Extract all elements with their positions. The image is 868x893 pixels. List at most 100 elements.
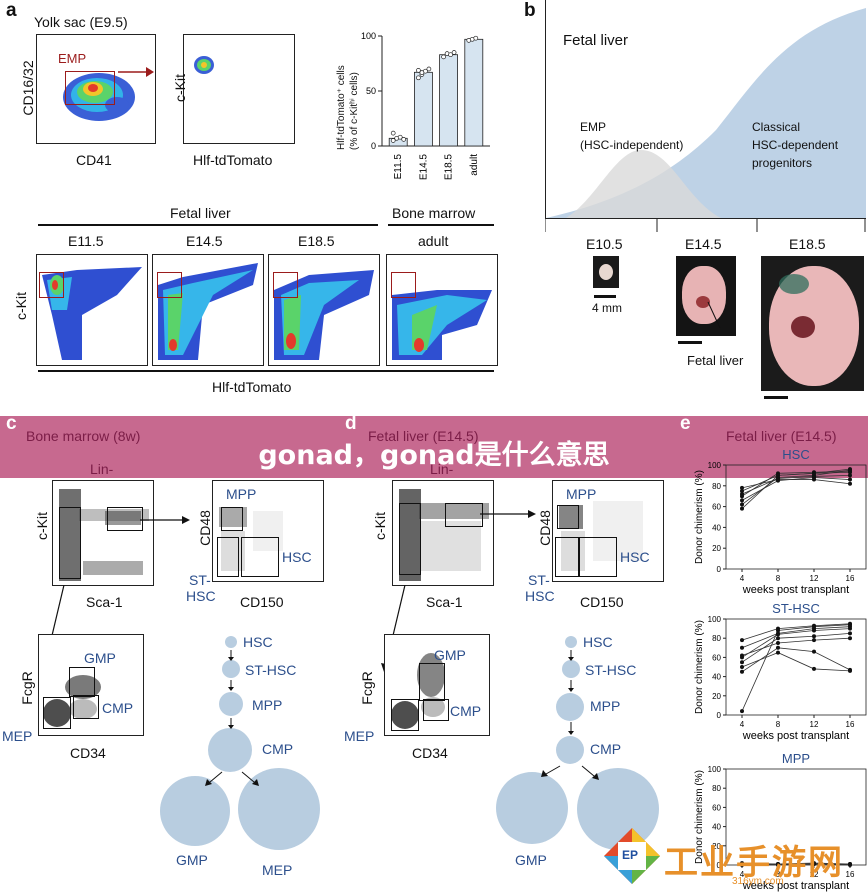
panel-e-title: Fetal liver (E14.5) bbox=[726, 428, 837, 444]
chimerism-point bbox=[812, 634, 816, 639]
bar bbox=[414, 71, 433, 147]
d-h-sthsc: ST-HSC bbox=[585, 662, 637, 678]
chimerism-series-line bbox=[741, 475, 851, 495]
chimerism-point bbox=[776, 645, 780, 650]
c-hsc-circle bbox=[225, 636, 237, 648]
c-mep-label: MEP bbox=[2, 728, 33, 744]
stage-label-3: E18.5 bbox=[298, 233, 335, 249]
c-gmp-gate bbox=[69, 667, 95, 697]
chimerism-series-line bbox=[741, 477, 851, 501]
chimerism-xlabel: weeks post transplant bbox=[742, 730, 849, 742]
fetal-liver-callout: Fetal liver bbox=[687, 353, 744, 368]
c-sthsc-circle bbox=[222, 660, 240, 678]
fetal-liver-header: Fetal liver bbox=[170, 205, 231, 221]
emp-label-2: (HSC-independent) bbox=[580, 138, 684, 152]
d-fcgr-label: FcgR bbox=[359, 671, 375, 705]
density-plot-1 bbox=[63, 73, 135, 121]
chimerism-xtick-label: 4 bbox=[740, 720, 745, 729]
d-hsc-label: HSC bbox=[620, 549, 650, 565]
chimerism-point bbox=[812, 649, 816, 654]
chimerism-point bbox=[740, 492, 744, 497]
chimerism-frame bbox=[725, 768, 867, 866]
fetal-liver-header-rule bbox=[38, 224, 378, 226]
chimerism-point bbox=[812, 638, 816, 643]
d-lineg-gate bbox=[399, 503, 421, 575]
d-hsc-circle bbox=[565, 636, 577, 648]
chimerism-xtick-label: 8 bbox=[776, 870, 781, 879]
panel-d-lin: Lin- bbox=[430, 461, 454, 477]
chimerism-point bbox=[740, 485, 744, 490]
chimerism-series-line bbox=[741, 633, 851, 663]
bar bbox=[464, 38, 484, 147]
d-sthsc-gate bbox=[555, 537, 579, 577]
c-xlabel: Sca-1 bbox=[86, 594, 123, 610]
chimerism-point bbox=[740, 660, 744, 665]
emp-label-1: EMP bbox=[580, 120, 607, 134]
chimerism-point bbox=[812, 623, 816, 628]
bar-ytick-label: 50 bbox=[366, 86, 376, 96]
d-cd34-label: CD34 bbox=[412, 745, 448, 761]
chimerism-ytick-label: 100 bbox=[708, 615, 722, 624]
panel-d-title: Fetal liver (E14.5) bbox=[368, 428, 479, 444]
c-ckit-sca1-plot bbox=[52, 480, 154, 586]
chimerism-series-line bbox=[741, 626, 851, 649]
chimerism-point bbox=[812, 626, 816, 631]
e185-gate bbox=[273, 272, 298, 298]
c-mep-circle bbox=[238, 768, 320, 850]
panel-c-title: Bone marrow (8w) bbox=[26, 428, 141, 444]
c-cmp-label: CMP bbox=[102, 700, 134, 716]
chimerism-xtick-label: 12 bbox=[810, 870, 819, 879]
d-cmp-gate bbox=[423, 699, 449, 721]
chimerism-series-line bbox=[741, 862, 851, 865]
chimerism-series-line bbox=[741, 479, 851, 489]
bar-category-label: E14.5 bbox=[418, 154, 429, 181]
scale-bar-2 bbox=[678, 341, 702, 344]
chimerism-series-line bbox=[741, 652, 851, 672]
chimerism-frame bbox=[725, 464, 867, 570]
d-ckit-sca1-plot bbox=[392, 480, 494, 586]
plot2-xlabel: Hlf-tdTomato bbox=[193, 152, 273, 168]
bar-ylabel-1: Hlf-tdTomato⁺ cells bbox=[336, 65, 347, 150]
c-cd48-cd150-plot bbox=[212, 480, 324, 582]
classical-label-1: Classical bbox=[752, 120, 801, 134]
c-cd34-label: CD34 bbox=[70, 745, 106, 761]
bar-ytick-label: 100 bbox=[361, 31, 376, 41]
chimerism-series-line bbox=[741, 470, 851, 497]
c-h-mpp: MPP bbox=[252, 697, 283, 713]
c-lsk-gate bbox=[107, 507, 143, 531]
d-hsc-gate bbox=[579, 537, 617, 577]
embryo-e185-photo bbox=[761, 256, 864, 391]
d-mep-circle bbox=[577, 768, 659, 850]
d-mep-gate bbox=[391, 699, 419, 731]
e145-gate bbox=[157, 272, 182, 298]
chimerism-point bbox=[812, 474, 816, 479]
chimerism-point bbox=[848, 863, 852, 867]
bar-point bbox=[390, 138, 396, 143]
chimerism-xlabel: weeks post transplant bbox=[742, 880, 849, 892]
chimerism-xtick-label: 16 bbox=[846, 870, 855, 879]
chimerism-point bbox=[812, 477, 816, 482]
chimerism-xtick-label: 12 bbox=[810, 720, 819, 729]
chimerism-point bbox=[740, 653, 744, 658]
panel-b-letter: b bbox=[524, 0, 536, 21]
scale-label: 4 mm bbox=[592, 301, 622, 315]
chimerism-xtick-label: 16 bbox=[846, 720, 855, 729]
c-h-gmp: GMP bbox=[176, 852, 208, 868]
panel-a-letter: a bbox=[6, 0, 17, 21]
c-mep-gate bbox=[43, 697, 71, 729]
chimerism-point bbox=[776, 473, 780, 478]
chimerism-point bbox=[848, 467, 852, 472]
chimerism-ylabel: Donor chimerism (%) bbox=[694, 770, 705, 864]
waves-svg bbox=[546, 8, 866, 218]
chimerism-point bbox=[740, 489, 744, 493]
d-st-label-2: HSC bbox=[525, 588, 555, 604]
c-hsc-label: HSC bbox=[282, 549, 312, 565]
d-ylabel: c-Kit bbox=[372, 512, 388, 540]
chimerism-xtick-label: 8 bbox=[776, 720, 781, 729]
chimerism-xtick-label: 4 bbox=[740, 870, 745, 879]
chimerism-xtick-label: 4 bbox=[740, 574, 745, 583]
scale-bar-1 bbox=[594, 295, 616, 298]
chimerism-subplot-title: MPP bbox=[782, 751, 810, 766]
chimerism-point bbox=[740, 498, 744, 503]
chimerism-point bbox=[740, 669, 744, 674]
